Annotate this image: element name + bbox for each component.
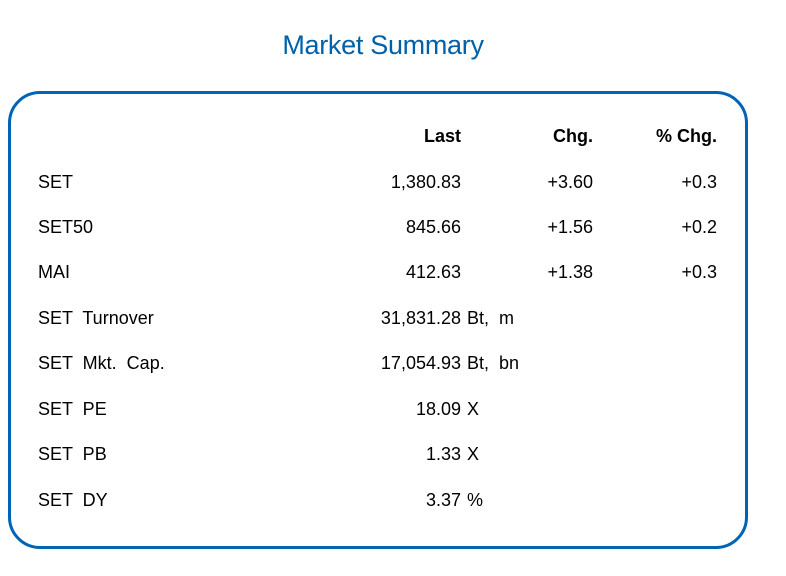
stat-value: 31,831.28 bbox=[380, 308, 461, 328]
index-name: SET bbox=[38, 172, 74, 192]
index-pct-chg: +0.2 bbox=[681, 217, 717, 237]
stat-unit: % bbox=[467, 490, 484, 510]
stat-unit: Bt, bn bbox=[467, 353, 520, 373]
stat-value: 1.33 bbox=[425, 444, 461, 464]
index-name: SET50 bbox=[38, 217, 94, 237]
market-summary-panel bbox=[8, 91, 748, 549]
stat-unit: X bbox=[467, 399, 480, 419]
page-title: Market Summary bbox=[282, 30, 484, 60]
stat-name: SET Mkt. Cap. bbox=[38, 353, 165, 373]
column-header-pct-chg: % Chg. bbox=[656, 126, 717, 146]
index-last: 412.63 bbox=[405, 262, 461, 282]
index-chg: +1.56 bbox=[547, 217, 593, 237]
index-name: MAI bbox=[38, 262, 71, 282]
stat-name: SET Turnover bbox=[38, 308, 154, 328]
index-chg: +1.38 bbox=[547, 262, 593, 282]
index-pct-chg: +0.3 bbox=[681, 172, 717, 192]
stat-value: 17,054.93 bbox=[380, 353, 461, 373]
column-header-last: Last bbox=[423, 126, 461, 146]
index-last: 845.66 bbox=[405, 217, 461, 237]
stat-name: SET PE bbox=[38, 399, 107, 419]
stat-unit: Bt, m bbox=[467, 308, 515, 328]
column-header-chg: Chg. bbox=[553, 126, 593, 146]
stat-value: 3.37 bbox=[425, 490, 461, 510]
stat-unit: X bbox=[467, 444, 480, 464]
index-pct-chg: +0.3 bbox=[681, 262, 717, 282]
stat-name: SET PB bbox=[38, 444, 107, 464]
index-chg: +3.60 bbox=[547, 172, 593, 192]
stat-value: 18.09 bbox=[415, 399, 461, 419]
index-last: 1,380.83 bbox=[390, 172, 461, 192]
stat-name: SET DY bbox=[38, 490, 108, 510]
